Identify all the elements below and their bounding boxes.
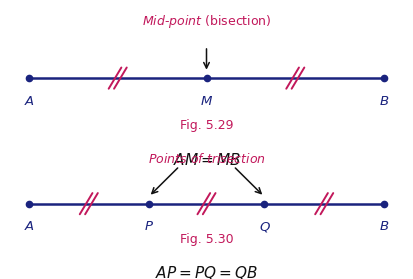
Text: $AM = MB$: $AM = MB$ (173, 152, 240, 168)
Text: A: A (24, 95, 33, 108)
Text: A: A (24, 220, 33, 234)
Text: $AP = PQ = QB$: $AP = PQ = QB$ (155, 264, 258, 279)
Text: Fig. 5.30: Fig. 5.30 (180, 233, 233, 246)
Text: Fig. 5.29: Fig. 5.29 (180, 119, 233, 132)
Text: P: P (145, 220, 153, 234)
Text: B: B (380, 220, 389, 234)
Text: Q: Q (259, 220, 270, 234)
Text: $\mathit{Points\ of\ trisection}$: $\mathit{Points\ of\ trisection}$ (147, 152, 266, 166)
Text: B: B (380, 95, 389, 108)
Text: $\mathit{Mid}$-$\mathit{point}$ (bisection): $\mathit{Mid}$-$\mathit{point}$ (bisecti… (142, 13, 271, 30)
Text: M: M (201, 95, 212, 108)
